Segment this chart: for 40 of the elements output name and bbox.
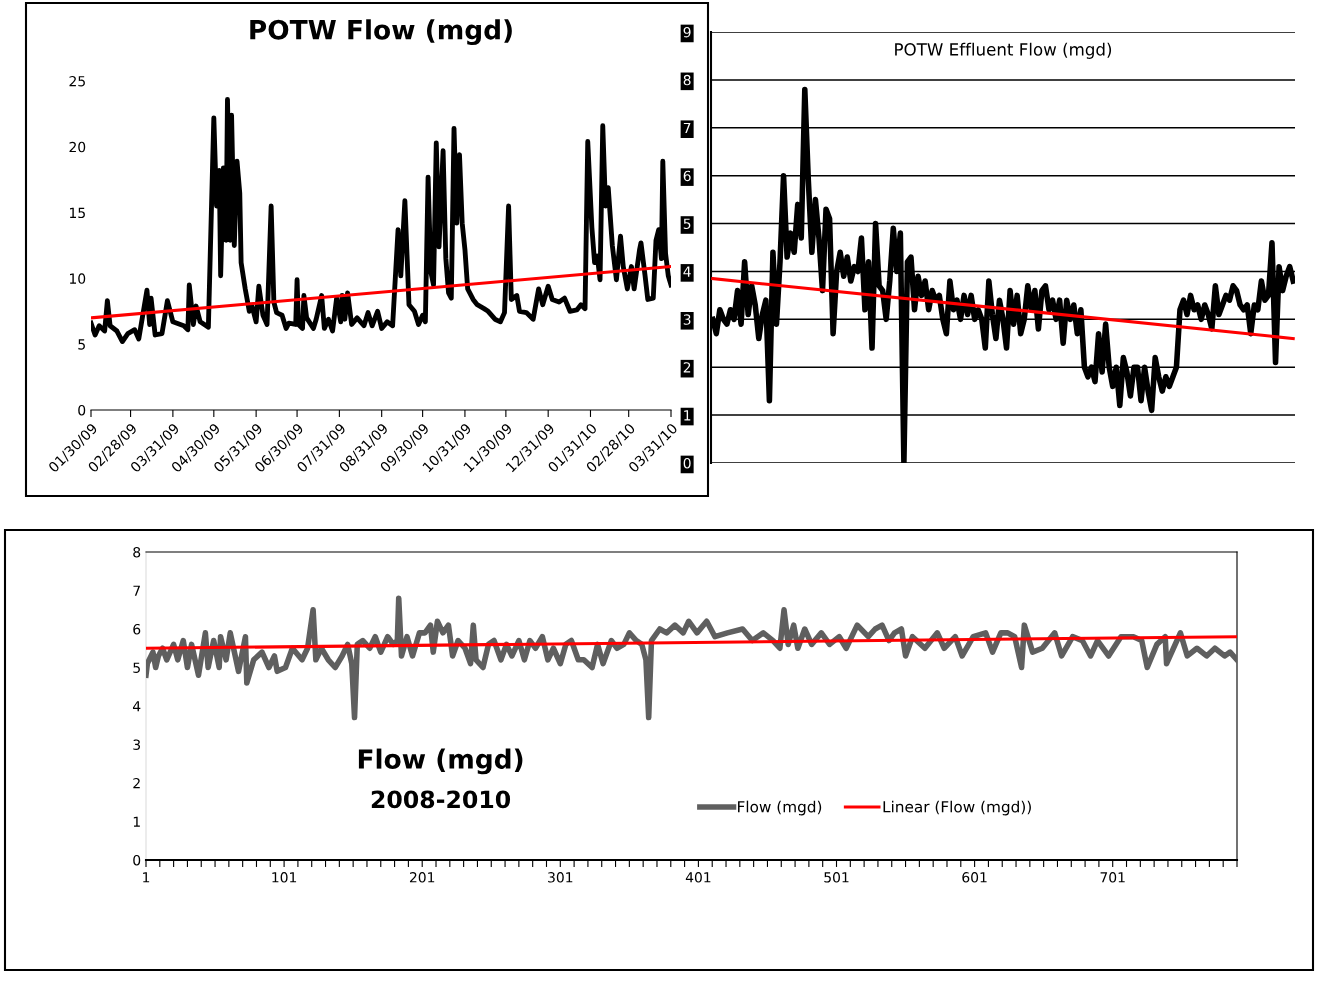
- y-tick-label: 2: [683, 362, 691, 373]
- text: POTW Effluent Flow (mgd): [895, 42, 1112, 59]
- y-tick-label: 15: [69, 207, 85, 219]
- y-tick-label: 9: [683, 26, 691, 38]
- line-series: [91, 96, 671, 344]
- y-tick-label: 5: [78, 339, 85, 350]
- text: 2008-2010: [371, 790, 511, 809]
- x-tick-label: 101: [272, 872, 297, 883]
- y-tick-label: 3: [683, 314, 691, 325]
- y-tick-label: 0: [683, 457, 691, 469]
- y-tick-label: 6: [683, 170, 691, 182]
- y-tick-label: 8: [133, 546, 141, 558]
- legend-label: Flow (mgd): [738, 800, 822, 816]
- y-tick-label: 25: [69, 75, 85, 87]
- y-tick-label: 3: [133, 739, 141, 750]
- x-tick-label: 501: [824, 872, 849, 883]
- x-tick-label: 701: [1100, 872, 1125, 883]
- y-tick-label: 0: [133, 854, 141, 866]
- y-tick-label: 7: [683, 122, 691, 134]
- y-tick-label: 1: [684, 410, 691, 421]
- y-tick-label: 4: [132, 701, 141, 712]
- y-tick-label: 5: [683, 218, 691, 230]
- y-tick-label: 10: [69, 273, 86, 284]
- x-tick-label: 201: [409, 872, 435, 883]
- legend-label: Linear (Flow (mgd)): [883, 800, 1031, 816]
- y-tick-label: 2: [133, 777, 140, 789]
- y-tick-label: 4: [683, 266, 691, 277]
- y-tick-label: 7: [133, 585, 140, 596]
- y-tick-label: 20: [69, 141, 86, 153]
- chart-title: POTW Flow (mgd): [250, 19, 512, 46]
- x-tick-label: 301: [548, 872, 573, 883]
- y-tick-label: 8: [683, 74, 691, 86]
- x-tick-label: 601: [962, 872, 987, 883]
- x-tick-label: 1: [143, 872, 150, 883]
- text: Flow (mgd): [358, 748, 523, 775]
- y-tick-label: 0: [78, 404, 86, 416]
- y-tick-label: 1: [133, 816, 140, 827]
- x-tick-label: 401: [685, 872, 711, 883]
- y-tick-label: 5: [133, 662, 140, 673]
- y-tick-label: 6: [133, 623, 141, 635]
